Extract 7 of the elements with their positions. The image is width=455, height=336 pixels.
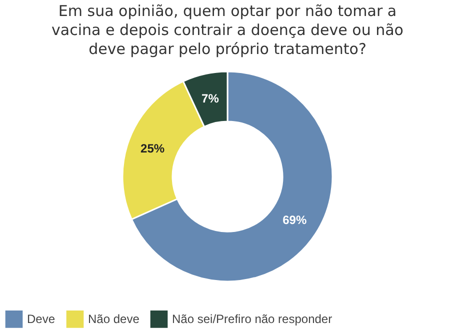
legend-label: Não deve	[88, 312, 140, 326]
data-label: 7%	[202, 91, 220, 106]
legend-label: Deve	[27, 312, 56, 326]
legend-label: Não sei/Prefiro não responder	[172, 312, 332, 326]
data-label: 69%	[282, 213, 307, 228]
chart-title: Em sua opinião, quem optar por não tomar a vacina e depois contrair a doença deve ou não deve pagar pelo próprio tratamento?	[52, 2, 404, 58]
data-label: 25%	[140, 141, 165, 156]
